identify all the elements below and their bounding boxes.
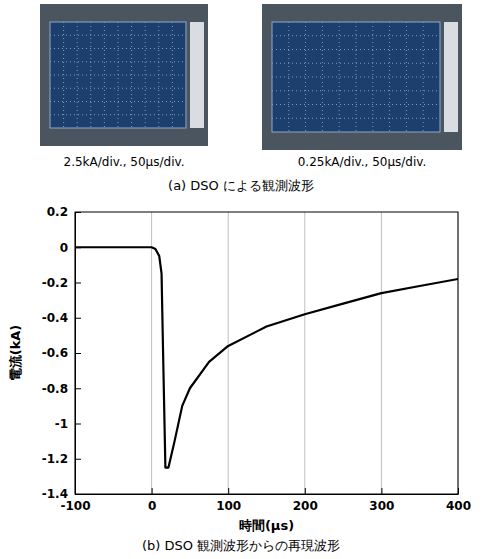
tick-mark <box>75 494 81 495</box>
tick-label: -0.6 <box>42 346 68 360</box>
scope-grid <box>145 22 146 128</box>
tick-mark <box>228 488 229 494</box>
tick: -0.6 <box>42 346 81 360</box>
scope-grid <box>272 49 440 50</box>
tick: 200 <box>293 488 318 513</box>
scope-body <box>40 4 208 146</box>
scope-grid <box>322 22 323 132</box>
caption: (b) DSO 観測波形からの再現波形 <box>142 538 340 553</box>
scope-grid <box>272 35 440 36</box>
data-line <box>75 247 458 467</box>
tick-label: 200 <box>293 499 318 513</box>
plot-area <box>75 247 458 467</box>
scope-grid <box>50 48 186 49</box>
tick-label: 300 <box>369 499 394 513</box>
scope-grid <box>305 22 306 132</box>
x-axis-title: 時間(μs) <box>239 518 294 533</box>
grid-line <box>228 212 229 494</box>
grid-line <box>381 212 382 494</box>
y-axis: 0.2 0 -0.2 -0.4 -0.6 -0.8 -1 -1.2 -1.4 <box>42 205 81 501</box>
tick: 0.2 <box>47 205 81 219</box>
tick-label: -1.2 <box>42 452 68 466</box>
tick-mark <box>305 488 306 494</box>
x-axis: -1000100200300400 <box>60 488 471 513</box>
tick-mark <box>75 318 81 319</box>
tick-mark <box>75 459 81 460</box>
scope-grid <box>272 118 440 119</box>
scope-grid <box>172 22 173 128</box>
scope-screen <box>40 4 208 146</box>
grid-line <box>151 212 152 494</box>
scope-grid <box>339 22 340 132</box>
scope-grid <box>131 22 132 128</box>
scope-screen <box>262 4 462 150</box>
grid-line <box>304 212 305 494</box>
tick-mark <box>75 283 81 284</box>
tick-label: -1 <box>55 417 68 431</box>
scope-grid <box>423 22 424 132</box>
scope-grid <box>50 35 186 36</box>
scope-grid <box>272 104 440 105</box>
scope-label: 0.25kA/div., 50μs/div. <box>298 155 427 169</box>
caption: (a) DSO による観測波形 <box>168 178 314 193</box>
tick-label: -0.2 <box>42 276 68 290</box>
tick-label: 400 <box>446 499 471 513</box>
scope-display <box>272 22 440 132</box>
tick: 0 <box>148 488 156 513</box>
tick: 300 <box>369 488 394 513</box>
tick-mark <box>381 488 382 494</box>
scope-menu <box>444 22 458 132</box>
scope-grid <box>104 22 105 128</box>
y-axis-title: 電流(kA) <box>8 325 23 382</box>
tick-mark <box>458 488 459 494</box>
tick: 100 <box>216 488 241 513</box>
tick: 400 <box>446 488 471 513</box>
axis-line <box>76 494 459 495</box>
scope-grid <box>50 101 186 102</box>
tick: -0.2 <box>42 276 81 290</box>
scope-display <box>50 22 186 128</box>
scope-grid <box>406 22 407 132</box>
scope-body <box>262 4 462 150</box>
tick-mark <box>75 353 81 354</box>
tick: -0.4 <box>42 311 81 325</box>
scope-grid <box>50 88 186 89</box>
tick: -1 <box>55 417 81 431</box>
tick-mark <box>75 388 81 389</box>
tick-mark <box>75 212 81 213</box>
tick-label: -0.8 <box>42 382 68 396</box>
tick-label: 0 <box>60 241 68 255</box>
scope-menu <box>190 22 204 128</box>
tick: -1.2 <box>42 452 81 466</box>
plot-frame <box>75 212 458 494</box>
scope-grid <box>272 90 440 91</box>
grid <box>75 212 458 494</box>
tick-mark <box>152 488 153 494</box>
tick-label: -0.4 <box>42 311 68 325</box>
tick-label: 0 <box>148 499 156 513</box>
scope-label: 2.5kA/div., 50μs/div. <box>64 155 185 169</box>
figure: 2.5kA/div., 50μs/div. 0.25kA/div., 50μs/d… <box>0 0 482 559</box>
scope-grid <box>63 22 64 128</box>
scope-grid <box>50 114 186 115</box>
tick-label: 100 <box>216 499 241 513</box>
tick-label: -1.4 <box>42 487 68 501</box>
tick: -0.8 <box>42 382 81 396</box>
tick-label: 0.2 <box>47 205 68 219</box>
tick-mark <box>75 424 81 425</box>
scope-grid <box>272 77 440 78</box>
scope-grid <box>50 61 186 62</box>
scope-grid <box>389 22 390 132</box>
tick: -1.4 <box>42 487 81 501</box>
scope-grid <box>50 75 186 76</box>
scope-grid <box>272 63 440 64</box>
scope-grid <box>77 22 78 128</box>
